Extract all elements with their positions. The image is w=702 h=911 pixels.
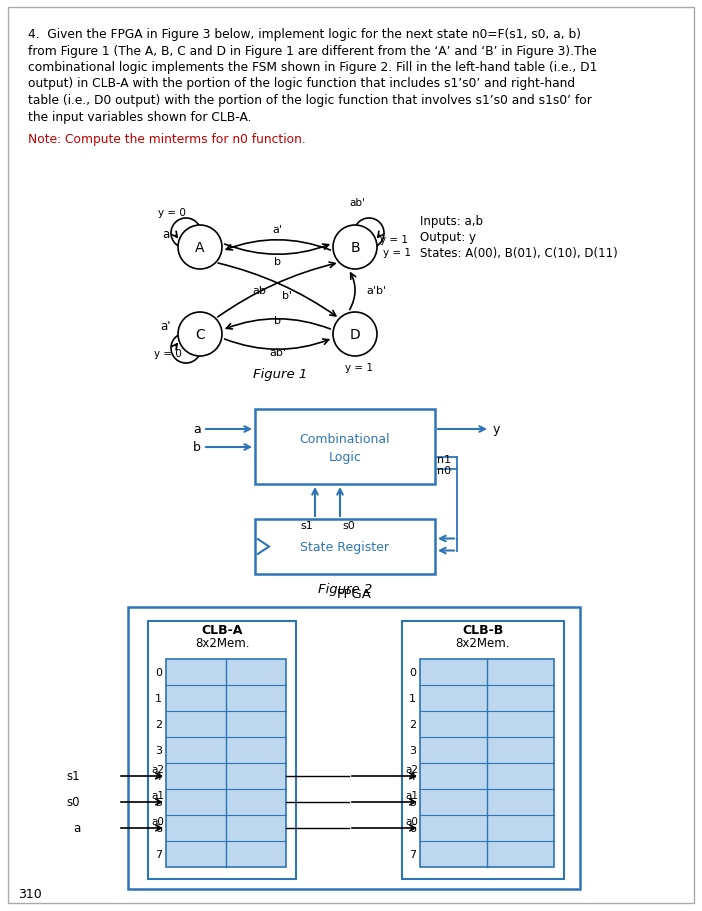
Text: a0: a0 bbox=[151, 816, 164, 826]
Text: 3: 3 bbox=[155, 745, 162, 755]
Text: 2: 2 bbox=[409, 719, 416, 729]
Text: 0: 0 bbox=[517, 693, 524, 703]
Text: 7: 7 bbox=[155, 849, 162, 859]
Text: n0: n0 bbox=[437, 466, 451, 476]
Text: y = 0: y = 0 bbox=[158, 208, 186, 218]
Text: 4.  Given the FPGA in Figure 3 below, implement logic for the next state n0=F(s1: 4. Given the FPGA in Figure 3 below, imp… bbox=[28, 28, 581, 41]
Text: y = 1: y = 1 bbox=[383, 248, 411, 258]
Text: 8x2Mem.: 8x2Mem. bbox=[456, 636, 510, 650]
Text: 0: 0 bbox=[517, 667, 524, 677]
Text: 0: 0 bbox=[517, 771, 524, 781]
Text: a': a' bbox=[160, 320, 171, 333]
Text: a: a bbox=[193, 423, 201, 436]
Text: a: a bbox=[162, 228, 169, 241]
Text: 0: 0 bbox=[517, 824, 524, 833]
Text: s1: s1 bbox=[67, 770, 80, 783]
Text: Figure 2: Figure 2 bbox=[318, 582, 372, 596]
Text: output) in CLB-A with the portion of the logic function that includes s1’s0’ and: output) in CLB-A with the portion of the… bbox=[28, 77, 575, 90]
Text: b: b bbox=[193, 441, 201, 454]
Text: 0: 0 bbox=[517, 745, 524, 755]
Text: a2: a2 bbox=[405, 764, 418, 774]
Text: b: b bbox=[274, 315, 281, 325]
Bar bbox=[148, 621, 296, 879]
Text: 0: 0 bbox=[409, 667, 416, 677]
Text: a1: a1 bbox=[405, 790, 418, 800]
Text: y: y bbox=[493, 423, 501, 436]
Text: 1: 1 bbox=[409, 693, 416, 703]
Bar bbox=[420, 660, 554, 867]
Text: Figure 1: Figure 1 bbox=[253, 368, 307, 381]
Text: Inputs: a,b: Inputs: a,b bbox=[420, 215, 483, 228]
Text: b: b bbox=[274, 257, 281, 267]
Text: Logic: Logic bbox=[329, 451, 362, 464]
Text: the input variables shown for CLB-A.: the input variables shown for CLB-A. bbox=[28, 110, 251, 123]
Text: 1: 1 bbox=[155, 693, 162, 703]
Text: 0: 0 bbox=[155, 667, 162, 677]
Text: 0: 0 bbox=[517, 849, 524, 859]
Circle shape bbox=[333, 226, 377, 270]
Circle shape bbox=[333, 312, 377, 356]
Text: 8x2Mem.: 8x2Mem. bbox=[194, 636, 249, 650]
Text: C: C bbox=[195, 328, 205, 342]
Text: 3: 3 bbox=[409, 745, 416, 755]
Text: a2: a2 bbox=[151, 764, 164, 774]
Text: 6: 6 bbox=[409, 824, 416, 833]
Text: y = 1: y = 1 bbox=[380, 235, 408, 245]
Text: 6: 6 bbox=[155, 824, 162, 833]
Text: table (i.e., D0 output) with the portion of the logic function that involves s1’: table (i.e., D0 output) with the portion… bbox=[28, 94, 592, 107]
Text: B: B bbox=[350, 241, 360, 255]
Text: 310: 310 bbox=[18, 887, 41, 900]
Text: 0: 0 bbox=[517, 797, 524, 807]
Text: n1: n1 bbox=[437, 455, 451, 465]
Bar bbox=[255, 410, 435, 485]
Circle shape bbox=[178, 312, 222, 356]
Text: ab: ab bbox=[253, 286, 267, 296]
Text: 4: 4 bbox=[155, 771, 162, 781]
Text: a0: a0 bbox=[405, 816, 418, 826]
Text: ab': ab' bbox=[269, 348, 286, 358]
Text: Output: y: Output: y bbox=[420, 230, 476, 244]
Text: Note: Compute the minterms for n0 function.: Note: Compute the minterms for n0 functi… bbox=[28, 133, 306, 146]
Bar bbox=[128, 608, 580, 889]
Text: s0: s0 bbox=[67, 795, 80, 809]
Text: 7: 7 bbox=[409, 849, 416, 859]
Text: y = 1: y = 1 bbox=[345, 363, 373, 373]
Text: State Register: State Register bbox=[300, 540, 390, 553]
Text: Combinational: Combinational bbox=[300, 433, 390, 445]
Text: s1: s1 bbox=[300, 520, 313, 530]
Text: 5: 5 bbox=[155, 797, 162, 807]
Text: States: A(00), B(01), C(10), D(11): States: A(00), B(01), C(10), D(11) bbox=[420, 247, 618, 260]
Text: a'b': a'b' bbox=[366, 286, 387, 296]
Text: a: a bbox=[73, 822, 80, 834]
Text: b': b' bbox=[282, 292, 293, 302]
Text: A: A bbox=[195, 241, 205, 255]
Text: 4: 4 bbox=[409, 771, 416, 781]
Text: ab': ab' bbox=[349, 198, 365, 208]
Text: 0: 0 bbox=[517, 719, 524, 729]
Bar bbox=[166, 660, 286, 867]
Text: 2: 2 bbox=[155, 719, 162, 729]
Text: s0: s0 bbox=[342, 520, 355, 530]
Circle shape bbox=[178, 226, 222, 270]
Text: y = 0: y = 0 bbox=[154, 349, 182, 359]
Bar bbox=[255, 519, 435, 574]
Text: a': a' bbox=[272, 225, 282, 235]
Text: a1: a1 bbox=[151, 790, 164, 800]
Text: 5: 5 bbox=[409, 797, 416, 807]
Text: CLB-A: CLB-A bbox=[201, 623, 243, 636]
Text: D: D bbox=[350, 328, 360, 342]
Text: CLB-B: CLB-B bbox=[463, 623, 503, 636]
Text: FPGA: FPGA bbox=[336, 588, 371, 600]
Bar bbox=[402, 621, 564, 879]
Text: from Figure 1 (The A, B, C and D in Figure 1 are different from the ‘A’ and ‘B’ : from Figure 1 (The A, B, C and D in Figu… bbox=[28, 45, 597, 57]
Text: combinational logic implements the FSM shown in Figure 2. Fill in the left-hand : combinational logic implements the FSM s… bbox=[28, 61, 597, 74]
